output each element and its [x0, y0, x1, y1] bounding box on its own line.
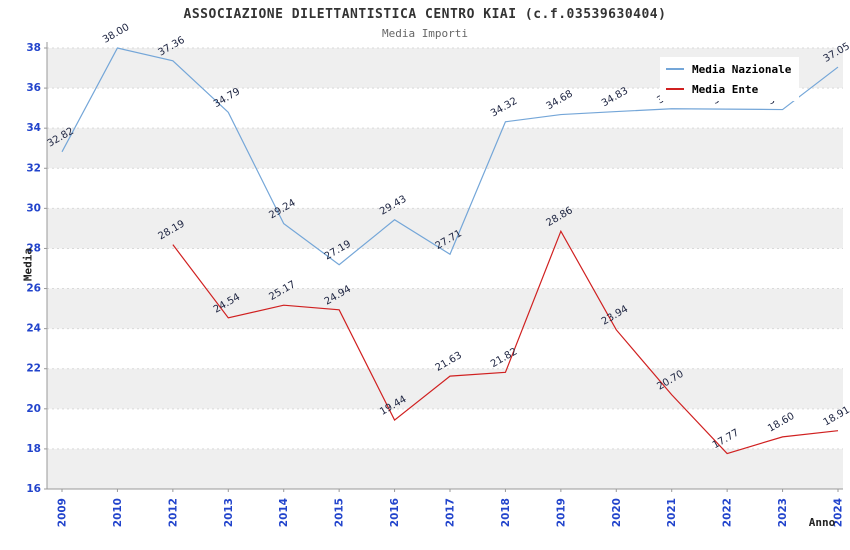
y-axis-title: Media [21, 247, 35, 282]
svg-text:38.00: 38.00 [101, 22, 131, 46]
legend-line-swatch [666, 88, 684, 90]
chart-subtitle: Media Importi [381, 27, 469, 40]
svg-text:2021: 2021 [666, 498, 678, 527]
svg-text:20: 20 [26, 403, 41, 415]
svg-text:2017: 2017 [445, 498, 457, 527]
svg-text:26: 26 [26, 283, 41, 295]
svg-text:2012: 2012 [167, 498, 179, 527]
svg-text:2020: 2020 [611, 498, 623, 527]
svg-text:2023: 2023 [777, 498, 789, 527]
svg-text:2024: 2024 [833, 498, 845, 527]
svg-text:38: 38 [26, 42, 41, 54]
svg-text:2018: 2018 [500, 498, 512, 527]
legend-label: Media Ente [692, 82, 759, 96]
svg-text:28: 28 [26, 242, 41, 254]
legend-line-swatch [666, 68, 684, 70]
svg-text:30: 30 [26, 202, 41, 214]
x-axis-title: Anno [808, 516, 836, 529]
legend-label: Media Nazionale [692, 62, 792, 76]
legend-item-media-ente: Media Ente [666, 79, 791, 99]
svg-text:36: 36 [26, 82, 41, 94]
svg-text:2010: 2010 [112, 498, 124, 527]
svg-text:32: 32 [26, 162, 41, 174]
svg-text:2016: 2016 [389, 498, 401, 527]
chart-title: ASSOCIAZIONE DILETTANTISTICA CENTRO KIAI… [183, 7, 667, 22]
legend: Media Nazionale Media Ente [660, 57, 800, 101]
svg-text:24: 24 [26, 323, 41, 335]
svg-text:16: 16 [26, 483, 41, 495]
svg-text:2013: 2013 [223, 498, 235, 527]
svg-text:2019: 2019 [555, 498, 567, 527]
svg-text:2022: 2022 [722, 498, 734, 527]
svg-text:2009: 2009 [57, 498, 69, 527]
svg-text:22: 22 [26, 363, 41, 375]
svg-text:34: 34 [26, 122, 41, 134]
svg-text:2014: 2014 [278, 498, 290, 527]
svg-text:18: 18 [26, 443, 41, 455]
legend-item-media-nazionale: Media Nazionale [666, 59, 791, 79]
svg-text:2015: 2015 [334, 498, 346, 527]
